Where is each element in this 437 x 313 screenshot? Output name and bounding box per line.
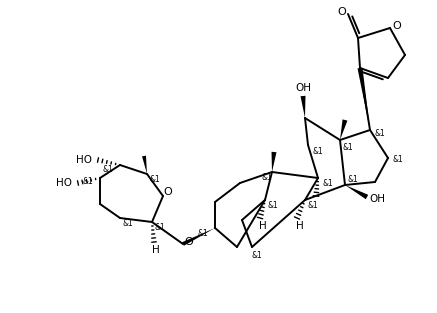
Polygon shape <box>182 228 215 246</box>
Text: H: H <box>296 221 304 231</box>
Text: O: O <box>163 187 172 197</box>
Text: &1: &1 <box>308 201 319 209</box>
Polygon shape <box>345 185 368 199</box>
Text: H: H <box>259 221 267 231</box>
Text: &1: &1 <box>347 175 358 183</box>
Text: HO: HO <box>56 178 72 188</box>
Text: HO: HO <box>76 155 92 165</box>
Text: O: O <box>392 21 401 31</box>
Text: &1: &1 <box>392 156 403 165</box>
Text: &1: &1 <box>267 201 278 209</box>
Text: &1: &1 <box>123 218 133 228</box>
Text: OH: OH <box>295 83 311 93</box>
Text: O: O <box>184 237 194 247</box>
Polygon shape <box>357 68 370 130</box>
Polygon shape <box>271 152 277 172</box>
Text: H: H <box>152 245 160 255</box>
Text: &1: &1 <box>312 146 323 156</box>
Text: &1: &1 <box>262 172 272 182</box>
Text: &1: &1 <box>323 178 333 187</box>
Polygon shape <box>340 119 347 140</box>
Text: &1: &1 <box>103 166 113 175</box>
Text: OH: OH <box>369 194 385 204</box>
Polygon shape <box>301 96 305 118</box>
Text: &1: &1 <box>252 250 262 259</box>
Text: &1: &1 <box>198 228 208 238</box>
Text: O: O <box>338 7 347 17</box>
Polygon shape <box>142 156 147 174</box>
Text: &1: &1 <box>343 143 354 152</box>
Text: &1: &1 <box>375 130 385 138</box>
Text: &1: &1 <box>149 175 160 183</box>
Text: &1: &1 <box>155 223 165 232</box>
Text: &1: &1 <box>83 177 94 186</box>
